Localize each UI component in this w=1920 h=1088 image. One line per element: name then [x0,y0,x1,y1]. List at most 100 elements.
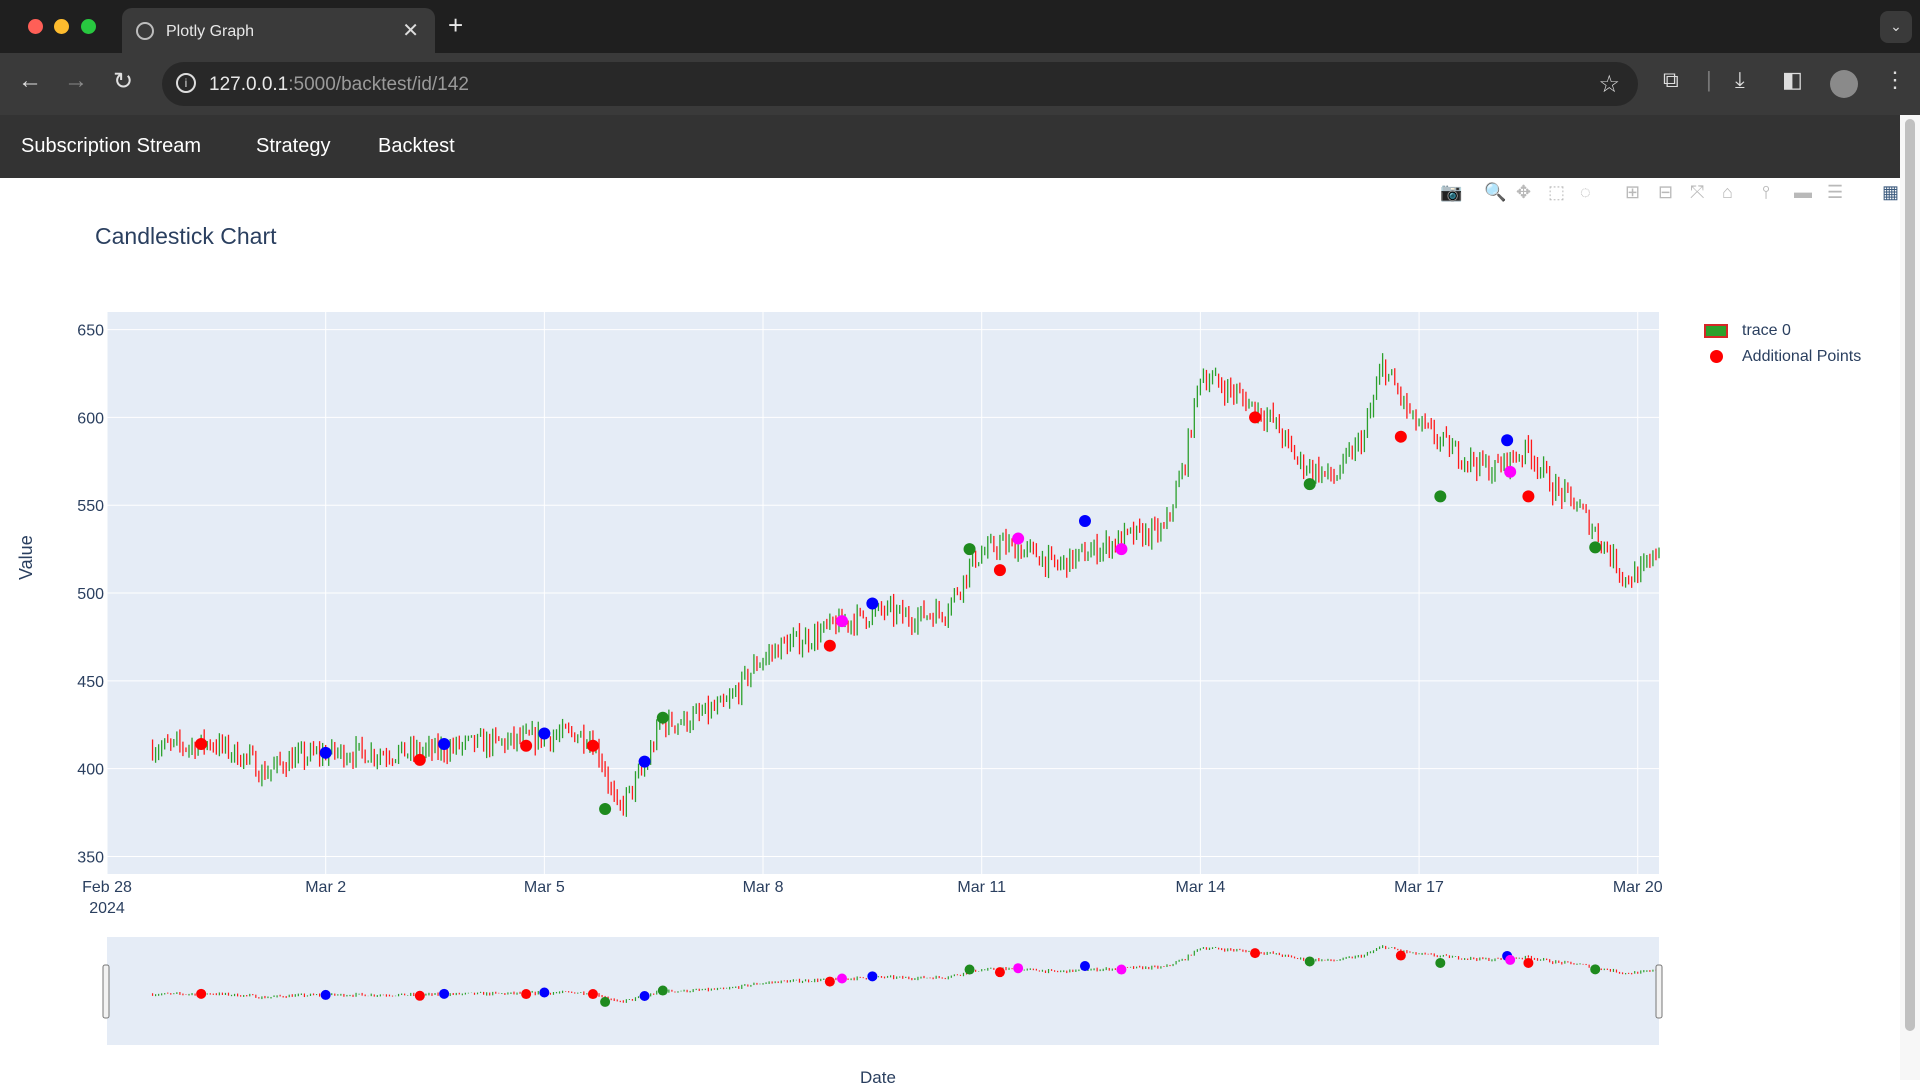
range-slider-left-handle[interactable] [102,964,110,1019]
plotly-logo-icon[interactable]: ▦ [1882,182,1900,202]
y-tick-label: 600 [77,410,104,427]
autoscale-icon[interactable]: ⤧ [1690,182,1705,202]
mini-point-marker [824,976,835,987]
box-select-icon[interactable]: ⬚ [1548,182,1566,202]
mini-point-marker [1116,964,1127,975]
additional-point-marker [993,564,1006,577]
window-minimize-button[interactable] [54,19,69,34]
toolbar-divider: | [1706,67,1712,92]
mini-point-marker [1013,963,1024,974]
chart-title: Candlestick Chart [95,223,277,249]
mini-point-marker [1079,961,1090,972]
plot-area[interactable] [107,312,1659,874]
hover-closest-icon[interactable]: ▬ [1794,182,1812,202]
mini-point-marker [1395,950,1406,961]
bookmark-star-icon[interactable]: ☆ [1598,71,1620,98]
x-tick-label: Mar 11 [957,879,1006,896]
x-axis-label: Date [860,1068,896,1087]
mini-point-marker [1502,950,1513,961]
zoom-out-icon[interactable]: ⊟ [1658,182,1674,202]
legend-label: trace 0 [1742,322,1791,339]
hover-compare-icon[interactable]: ☰ [1827,182,1844,202]
additional-point-marker [866,597,879,610]
additional-point-marker [1115,543,1128,556]
new-tab-icon[interactable]: + [448,10,464,40]
mini-point-marker [1304,956,1315,967]
page-scrollbar[interactable] [1900,115,1920,1080]
y-tick-label: 650 [77,323,104,340]
additional-points [195,411,1602,816]
pan-icon[interactable]: ✥ [1516,182,1532,202]
mini-point-marker [1435,957,1446,968]
browser-tab[interactable]: Plotly Graph ✕ [122,8,435,53]
mini-point-marker [1523,957,1534,968]
reset-axes-icon[interactable]: ⌂ [1722,182,1733,202]
x-tick-label: Mar 17 [1394,879,1444,896]
additional-point-marker [1434,490,1447,503]
mini-point-marker [1505,954,1516,965]
range-slider[interactable] [107,937,1659,1045]
nav-backtest[interactable]: Backtest [378,135,455,157]
address-bar[interactable]: i 127.0.0.1:5000/backtest/id/142 ☆ [162,62,1638,106]
additional-point-marker [656,711,669,724]
download-icon[interactable]: ⤓ [1735,67,1745,92]
back-arrow-icon[interactable]: ← [18,67,42,94]
globe-icon [136,22,154,40]
x-tick-year-label: 2024 [89,900,125,917]
additional-point-marker [1394,430,1407,443]
mini-point-marker [196,988,207,999]
additional-point-marker [835,615,848,628]
mini-point-marker [600,996,611,1007]
mini-point-marker [414,990,425,1001]
additional-point-marker [438,738,451,751]
kebab-menu-icon[interactable]: ⋮ [1884,67,1906,92]
mini-point-marker [320,989,331,1000]
extensions-puzzle-icon[interactable]: ⧉ [1663,67,1679,92]
additional-point-marker [195,738,208,751]
camera-icon[interactable]: 📷 [1440,182,1463,202]
additional-point-marker [586,739,599,752]
forward-arrow-icon[interactable]: → [64,67,88,94]
tab-search-chevron-icon[interactable]: ⌄ [1880,11,1912,43]
mini-point-marker [867,971,878,982]
mini-point-marker [587,989,598,1000]
additional-point-marker [1522,490,1535,503]
mini-point-marker [836,973,847,984]
y-tick-label: 450 [77,674,104,691]
browser-toolbar: ← → ↻ i 127.0.0.1:5000/backtest/id/142 ☆… [0,53,1920,115]
lasso-icon[interactable]: ◌ [1580,182,1591,202]
reload-icon[interactable]: ↻ [113,68,134,95]
mini-point-marker [657,985,668,996]
mini-point-marker [964,964,975,975]
spike-lines-icon[interactable]: ⫯ [1762,182,1770,202]
x-tick-labels: Feb 28 2024 Mar 2 Mar 5 Mar 8 Mar 11 Mar 14 Mar… [82,879,1663,917]
zoom-icon[interactable]: 🔍 [1484,182,1507,202]
zoom-in-icon[interactable]: ⊞ [1625,182,1641,202]
additional-point-marker [963,543,976,556]
nav-strategy[interactable]: Strategy [256,135,331,157]
url-text: 127.0.0.1:5000/backtest/id/142 [209,74,469,95]
additional-point-marker [1501,434,1514,447]
nav-subscription-stream[interactable]: Subscription Stream [21,135,202,157]
x-tick-label: Mar 5 [524,879,565,896]
additional-point-marker [1589,541,1602,554]
mini-point-marker [521,989,532,1000]
y-tick-label: 350 [77,849,104,866]
x-tick-label: Mar 20 [1613,879,1663,896]
y-tick-label: 500 [77,586,104,603]
window-close-button[interactable] [28,19,43,34]
mini-point-marker [639,991,650,1001]
red-dot-swatch [1710,350,1723,363]
range-slider-right-handle[interactable] [1655,964,1663,1019]
side-panel-icon[interactable]: ◧ [1782,67,1803,92]
profile-avatar[interactable] [1830,70,1858,98]
scrollbar-thumb[interactable] [1905,119,1915,1031]
y-axis-label: Value [16,535,36,580]
mini-point-marker [539,987,550,998]
close-tab-icon[interactable]: ✕ [402,20,419,42]
y-tick-labels: 350 400 450 500 550 600 650 [77,323,104,867]
site-info-icon[interactable]: i [176,73,196,93]
candlesticks [151,353,1660,817]
tab-title: Plotly Graph [166,23,255,40]
window-maximize-button[interactable] [81,19,96,34]
